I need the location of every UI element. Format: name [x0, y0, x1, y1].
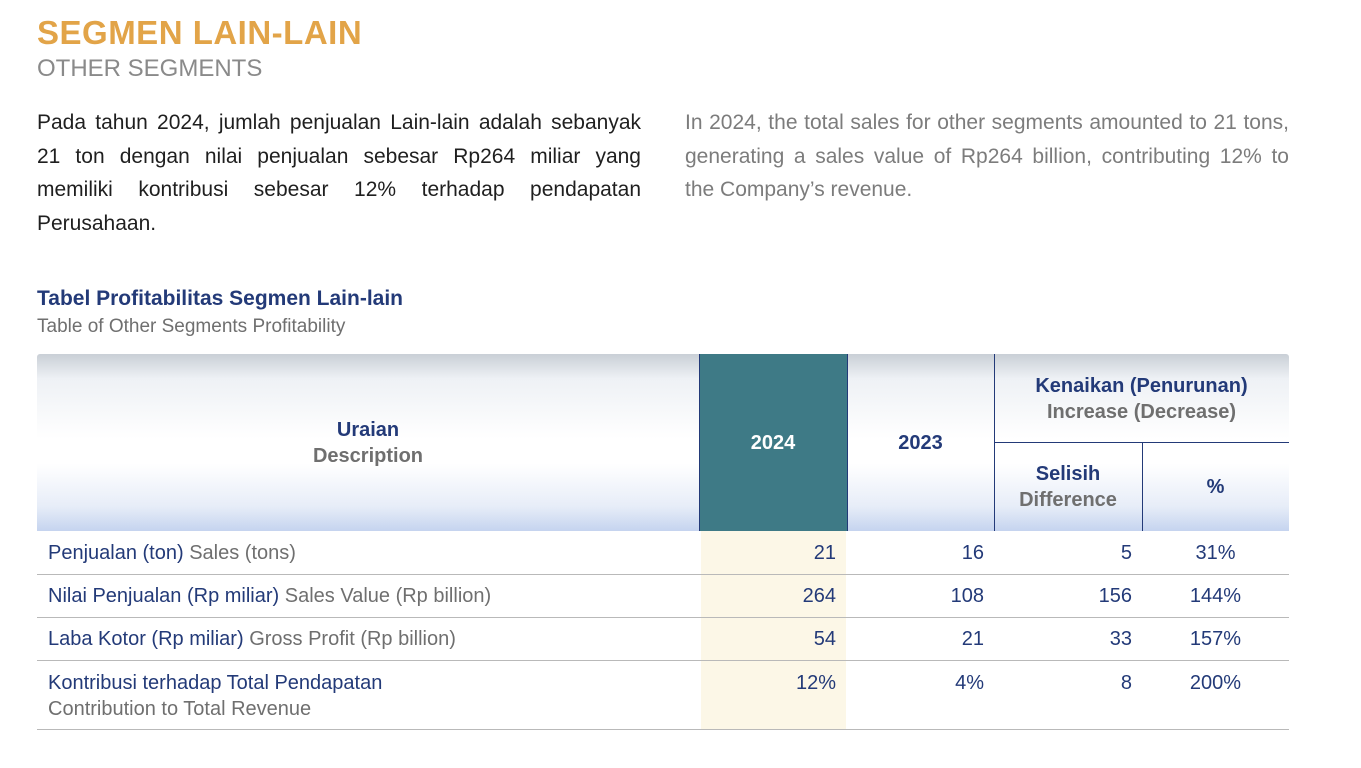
table-row: Nilai Penjualan (Rp miliar) Sales Value … — [37, 575, 1289, 618]
cell-difference: 8 — [1120, 672, 1132, 694]
cell-difference: 5 — [1120, 542, 1132, 564]
header-percent-label: % — [1206, 476, 1225, 498]
row-label-id: Nilai Penjualan (Rp miliar) — [48, 585, 280, 607]
header-percent: % — [1142, 443, 1289, 531]
cell-2024: 54 — [813, 628, 836, 650]
header-divider — [847, 354, 848, 531]
row-label: Kontribusi terhadap Total Pendapatan Con… — [48, 670, 382, 722]
cell-2023: 16 — [961, 542, 984, 564]
header-difference: Selisih Difference — [994, 443, 1142, 531]
row-label-en: Gross Profit (Rp billion) — [249, 628, 456, 650]
cell-2023: 4% — [955, 672, 984, 694]
header-increase-decrease: Kenaikan (Penurunan) Increase (Decrease) — [994, 354, 1289, 443]
table-row: Laba Kotor (Rp miliar) Gross Profit (Rp … — [37, 618, 1289, 661]
cell-difference: 33 — [1109, 628, 1132, 650]
cell-2023: 108 — [950, 585, 984, 607]
cell-percent: 31% — [1195, 542, 1236, 564]
header-year-2023: 2023 — [847, 354, 994, 531]
cell-2023: 21 — [961, 628, 984, 650]
row-label-en: Contribution to Total Revenue — [48, 698, 312, 720]
row-label-id: Penjualan (ton) — [48, 542, 184, 564]
table-row: Penjualan (ton) Sales (tons) 21 16 5 31% — [37, 531, 1289, 575]
header-divider — [1142, 443, 1143, 531]
table-title: Tabel Profitabilitas Segmen Lain-lain — [37, 287, 404, 310]
table-row: Kontribusi terhadap Total Pendapatan Con… — [37, 661, 1289, 730]
row-label: Nilai Penjualan (Rp miliar) Sales Value … — [48, 583, 491, 609]
row-label-en: Sales Value (Rp billion) — [284, 585, 492, 607]
header-increase-id: Kenaikan (Penurunan) — [1035, 374, 1248, 397]
row-label: Laba Kotor (Rp miliar) Gross Profit (Rp … — [48, 626, 456, 652]
header-description-en: Description — [312, 444, 424, 467]
column-2024-highlight — [701, 531, 846, 729]
header-increase-en: Increase (Decrease) — [1046, 400, 1236, 423]
paragraph-indonesian: Pada tahun 2024, jumlah penjualan Lain-l… — [37, 111, 641, 235]
header-year-2024-label: 2024 — [750, 431, 796, 454]
paragraph-english: In 2024, the total sales for other segme… — [685, 111, 1289, 201]
cell-difference: 156 — [1098, 585, 1132, 607]
cell-percent: 144% — [1189, 585, 1242, 607]
row-label-id: Kontribusi terhadap Total Pendapatan — [48, 672, 383, 694]
cell-2024: 12% — [795, 672, 836, 694]
row-label-en: Sales (tons) — [189, 542, 296, 564]
table-subtitle: Table of Other Segments Profitability — [37, 316, 346, 337]
cell-2024: 264 — [802, 585, 836, 607]
header-description: Uraian Description — [37, 354, 699, 531]
header-year-2023-label: 2023 — [898, 431, 943, 454]
header-difference-en: Difference — [1019, 489, 1117, 511]
cell-percent: 200% — [1189, 672, 1242, 694]
table-header: Uraian Description 2024 2023 Kenaikan (P… — [37, 354, 1289, 531]
header-year-2024: 2024 — [699, 354, 847, 531]
header-description-id: Uraian — [336, 418, 400, 441]
row-label: Penjualan (ton) Sales (tons) — [48, 540, 296, 566]
cell-2024: 21 — [813, 542, 836, 564]
page-title: SEGMEN LAIN-LAIN — [37, 14, 363, 51]
cell-percent: 157% — [1189, 628, 1242, 650]
header-divider — [699, 354, 700, 531]
row-label-id: Laba Kotor (Rp miliar) — [48, 628, 244, 650]
page-subtitle: OTHER SEGMENTS — [37, 55, 263, 82]
header-divider — [994, 442, 1289, 443]
header-difference-id: Selisih — [1035, 463, 1101, 485]
